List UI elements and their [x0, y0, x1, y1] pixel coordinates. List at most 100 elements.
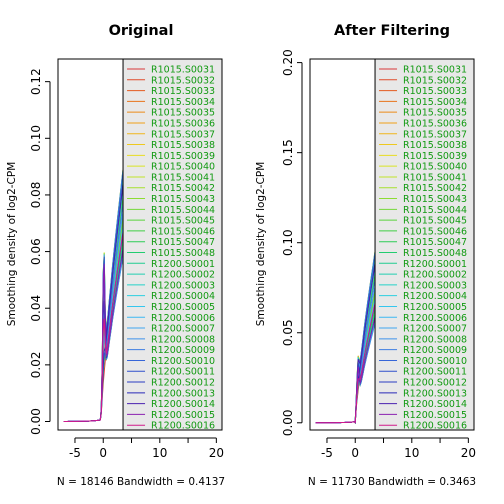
series-line-R1200.S0016	[315, 303, 376, 424]
y-tick-label: 0.04	[29, 295, 43, 322]
legend-entry: R1015.S0036	[403, 118, 467, 129]
legend-entry: R1015.S0043	[151, 194, 215, 205]
y-tick-label: 0.20	[281, 49, 295, 76]
legend-entry: R1200.S0009	[403, 345, 467, 356]
legend-entry: R1015.S0034	[403, 97, 467, 108]
legend-entry: R1200.S0008	[151, 334, 215, 345]
legend-entry: R1200.S0009	[151, 345, 215, 356]
legend-entry: R1200.S0013	[403, 388, 467, 399]
legend-entry: R1015.S0040	[403, 162, 467, 173]
legend-entry: R1015.S0039	[403, 151, 467, 162]
legend-entry: R1200.S0014	[403, 399, 467, 410]
legend-entry: R1015.S0045	[151, 216, 215, 227]
legend-entry: R1015.S0042	[151, 183, 215, 194]
legend-entry: R1200.S0011	[151, 367, 215, 378]
panel-original: Original Smoothing density of log2-CPM N…	[6, 23, 225, 488]
legend-entry: R1015.S0033	[403, 86, 467, 97]
legend-entry: R1015.S0046	[403, 226, 467, 237]
legend-entry: R1015.S0037	[403, 129, 467, 140]
legend-entry: R1015.S0039	[151, 151, 215, 162]
y-tick-label: 0.10	[29, 125, 43, 152]
y-tick-label: 0.02	[29, 352, 43, 379]
legend-entry: R1015.S0032	[151, 75, 215, 86]
x-tick-label: 0	[351, 446, 359, 460]
legend-entry: R1015.S0037	[151, 129, 215, 140]
legend-entry: R1200.S0014	[151, 399, 215, 410]
legend-entry: R1015.S0035	[403, 108, 467, 119]
y-axis-label: Smoothing density of log2-CPM	[6, 162, 18, 327]
panel-after-filtering: After Filtering Smoothing density of log…	[255, 23, 476, 488]
x-tick-label: 10	[152, 446, 167, 460]
legend-entry: R1200.S0007	[151, 324, 215, 335]
legend-entry: R1015.S0047	[151, 237, 215, 248]
legend-entry: R1200.S0012	[151, 378, 215, 389]
x-tick-label: -5	[321, 446, 333, 460]
legend-entry: R1015.S0035	[151, 108, 215, 119]
legend-entry: R1015.S0040	[151, 162, 215, 173]
y-tick-label: 0.10	[281, 229, 295, 256]
legend-entry: R1015.S0041	[151, 172, 215, 183]
legend-entry: R1200.S0013	[151, 388, 215, 399]
legend-entry: R1015.S0031	[403, 65, 467, 76]
y-tick-label: 0.06	[29, 238, 43, 265]
series-line-R1200.S0007	[63, 211, 124, 422]
legend-entry: R1015.S0045	[403, 216, 467, 227]
panel-subtitle: N = 11730 Bandwidth = 0.3463	[308, 476, 476, 488]
legend-entry: R1200.S0016	[151, 421, 215, 432]
panel-subtitle: N = 18146 Bandwidth = 0.4137	[57, 476, 225, 488]
legend-entry: R1015.S0034	[151, 97, 215, 108]
y-axis-label: Smoothing density of log2-CPM	[255, 162, 267, 327]
legend-entry: R1015.S0044	[403, 205, 467, 216]
legend-entry: R1200.S0004	[403, 291, 467, 302]
density-curves	[315, 251, 376, 425]
legend-entry: R1200.S0006	[151, 313, 215, 324]
legend-entry: R1200.S0015	[403, 410, 467, 421]
y-tick-label: 0.08	[29, 182, 43, 209]
series-line-R1015.S0031	[63, 213, 124, 422]
legend-entry: R1015.S0041	[403, 172, 467, 183]
legend-entry: R1015.S0044	[151, 205, 215, 216]
plot-frame	[57, 58, 223, 431]
legend-entry: R1200.S0006	[403, 313, 467, 324]
legend-entry: R1015.S0038	[151, 140, 215, 151]
legend-entry: R1200.S0011	[403, 367, 467, 378]
y-tick-label: 0.15	[281, 139, 295, 166]
legend-entry: R1200.S0002	[151, 270, 215, 281]
legend-entry: R1200.S0001	[151, 259, 215, 270]
legend-entry: R1200.S0003	[403, 280, 467, 291]
legend-entry: R1015.S0038	[403, 140, 467, 151]
legend-entry: R1200.S0010	[151, 356, 215, 367]
x-tick-label: 20	[461, 446, 476, 460]
x-tick-label: 10	[404, 446, 419, 460]
legend-entry: R1015.S0043	[403, 194, 467, 205]
series-line-R1200.S0016	[63, 232, 124, 422]
y-tick-label: 0.00	[281, 409, 295, 436]
legend-entry: R1015.S0048	[151, 248, 215, 259]
y-tick-label: 0.00	[29, 408, 43, 435]
legend-entry: R1015.S0047	[403, 237, 467, 248]
legend-entry: R1200.S0008	[403, 334, 467, 345]
legend-entry: R1015.S0033	[151, 86, 215, 97]
legend-entry: R1200.S0003	[151, 280, 215, 291]
legend-entry: R1200.S0005	[403, 302, 467, 313]
legend-entry: R1200.S0012	[403, 378, 467, 389]
legend-entry: R1200.S0002	[403, 270, 467, 281]
legend-entry: R1015.S0032	[403, 75, 467, 86]
legend-entry: R1015.S0031	[151, 65, 215, 76]
legend-entry: R1200.S0010	[403, 356, 467, 367]
panel-title: After Filtering	[334, 23, 450, 39]
x-tick-label: 20	[209, 446, 224, 460]
legend-entry: R1200.S0004	[151, 291, 215, 302]
legend-entry: R1200.S0016	[403, 421, 467, 432]
y-tick-label: 0.12	[29, 68, 43, 95]
legend-entry: R1200.S0005	[151, 302, 215, 313]
legend-entry: R1200.S0007	[403, 324, 467, 335]
legend-entry: R1200.S0015	[151, 410, 215, 421]
x-tick-label: -5	[69, 446, 81, 460]
legend-entry: R1015.S0042	[403, 183, 467, 194]
legend-entry: R1200.S0001	[403, 259, 467, 270]
legend-entry: R1015.S0046	[151, 226, 215, 237]
legend-entry: R1015.S0048	[403, 248, 467, 259]
plot-frame	[309, 58, 475, 431]
